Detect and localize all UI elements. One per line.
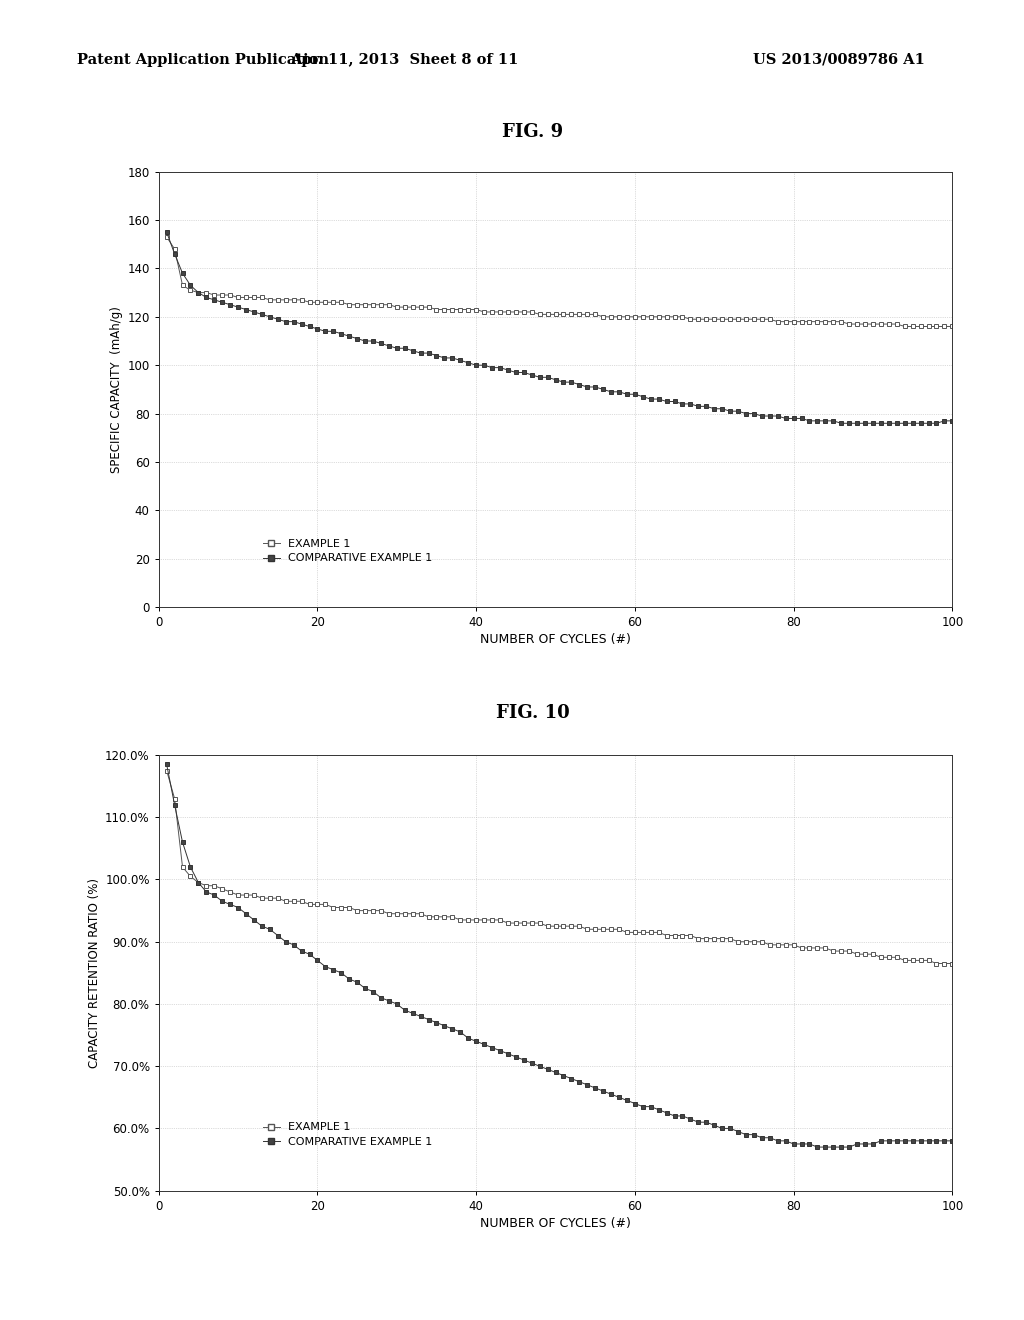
- Y-axis label: CAPACITY RETENTION RATIO (%): CAPACITY RETENTION RATIO (%): [88, 878, 101, 1068]
- Text: US 2013/0089786 A1: US 2013/0089786 A1: [753, 53, 925, 67]
- Text: Patent Application Publication: Patent Application Publication: [77, 53, 329, 67]
- Y-axis label: SPECIFIC CAPACITY  (mAh/g): SPECIFIC CAPACITY (mAh/g): [111, 306, 123, 473]
- Legend: EXAMPLE 1, COMPARATIVE EXAMPLE 1: EXAMPLE 1, COMPARATIVE EXAMPLE 1: [259, 1119, 436, 1150]
- X-axis label: NUMBER OF CYCLES (#): NUMBER OF CYCLES (#): [480, 634, 631, 647]
- Text: Apr. 11, 2013  Sheet 8 of 11: Apr. 11, 2013 Sheet 8 of 11: [290, 53, 519, 67]
- X-axis label: NUMBER OF CYCLES (#): NUMBER OF CYCLES (#): [480, 1217, 631, 1230]
- Text: FIG. 9: FIG. 9: [502, 123, 563, 141]
- Text: FIG. 10: FIG. 10: [496, 704, 569, 722]
- Legend: EXAMPLE 1, COMPARATIVE EXAMPLE 1: EXAMPLE 1, COMPARATIVE EXAMPLE 1: [259, 536, 436, 566]
